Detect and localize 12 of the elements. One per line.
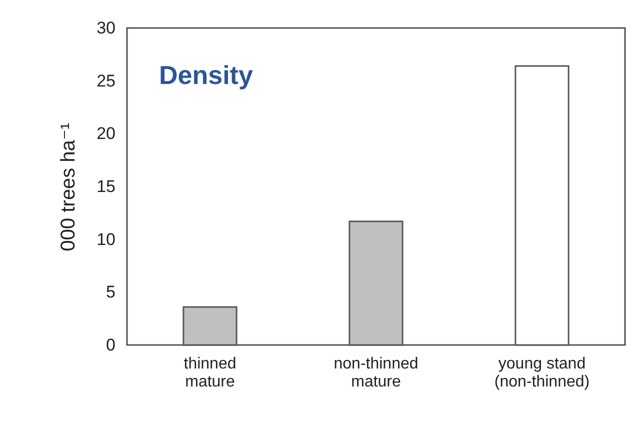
y-tick-label: 20 xyxy=(96,124,116,144)
y-tick-label: 30 xyxy=(96,18,116,38)
y-tick-label: 10 xyxy=(96,230,116,249)
y-tick-label: 15 xyxy=(96,177,116,196)
y-tick-label: 5 xyxy=(106,282,116,302)
x-tick-label: non-thinned mature xyxy=(334,356,418,390)
y-tick-label: 25 xyxy=(96,71,116,90)
y-axis-title: 000 trees ha⁻¹ xyxy=(58,122,80,252)
y-tick-label: 0 xyxy=(106,336,116,354)
x-tick-label: young stand (non-thinned) xyxy=(494,356,590,390)
x-tick-label: thinned mature xyxy=(184,356,236,390)
text: Density xyxy=(159,60,254,90)
